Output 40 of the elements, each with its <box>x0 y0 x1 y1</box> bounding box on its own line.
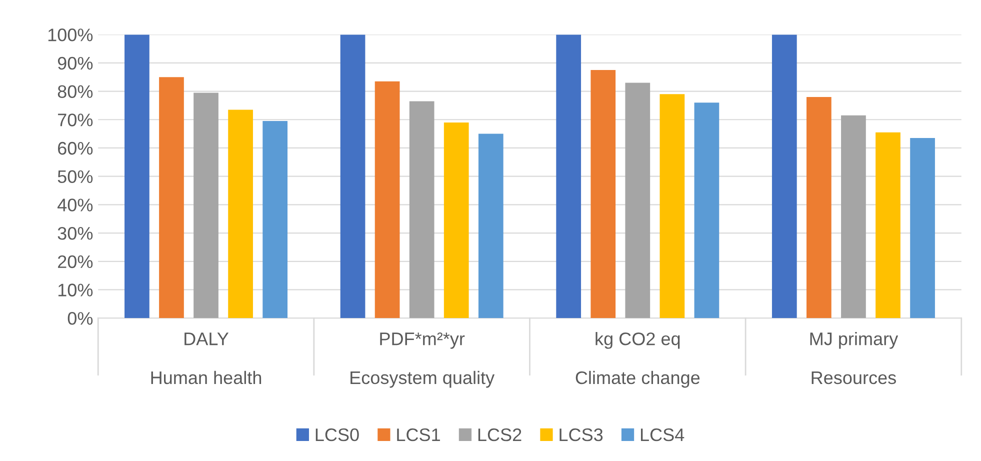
y-tick-label: 70% <box>58 114 93 126</box>
y-tick-label: 30% <box>58 226 93 240</box>
y-tick-label: 40% <box>58 198 93 212</box>
bar <box>910 138 935 318</box>
y-tick-label: 90% <box>58 56 93 70</box>
category-label: PDF*m²*yr Ecosystem quality <box>350 332 495 388</box>
bar <box>478 134 504 318</box>
category-label: MJ primary Resources <box>810 332 898 384</box>
bar <box>374 81 400 318</box>
bar <box>694 102 720 318</box>
legend-label: LCS3 <box>560 428 603 442</box>
y-tick-label: 80% <box>58 85 93 98</box>
y-tick-label: 20% <box>58 255 93 268</box>
bar <box>841 115 866 318</box>
bar <box>806 96 832 318</box>
bar <box>124 34 150 318</box>
bar <box>876 132 900 318</box>
bar <box>159 77 184 318</box>
bar <box>340 34 366 318</box>
category-label: kg CO2 eq Climate change <box>576 332 700 388</box>
y-tick-label: 100% <box>48 28 93 42</box>
bar <box>772 34 797 318</box>
legend-label: LCS4 <box>640 428 684 442</box>
bar <box>262 121 288 318</box>
bar <box>444 122 469 318</box>
legend-label: LCS1 <box>397 428 440 442</box>
bar <box>660 94 685 318</box>
y-tick-label: 60% <box>58 142 93 155</box>
bar <box>409 101 434 318</box>
bar <box>228 110 253 318</box>
legend-label: LCS0 <box>316 428 359 442</box>
y-tick-label: 0% <box>68 312 93 325</box>
bar <box>625 82 650 318</box>
y-tick-label: 10% <box>58 284 93 296</box>
legend-label: LCS2 <box>478 428 522 442</box>
bar <box>590 70 616 318</box>
bar <box>194 92 218 318</box>
bar <box>556 34 582 318</box>
category-label: DALY Human health <box>151 332 262 384</box>
y-tick-label: 50% <box>58 170 93 184</box>
